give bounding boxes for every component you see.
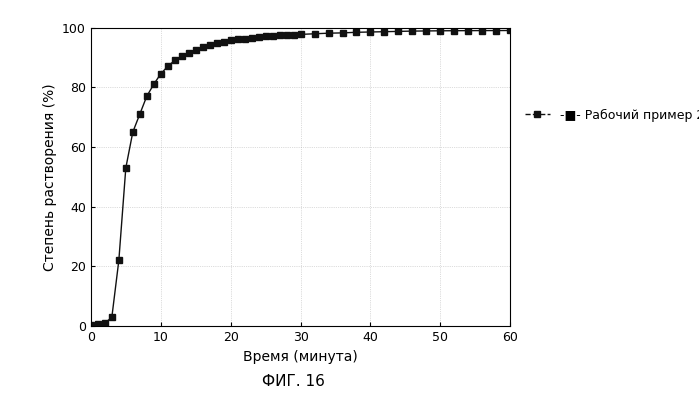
Text: ФИГ. 16: ФИГ. 16 (262, 374, 325, 389)
Y-axis label: Степень растворения (%): Степень растворения (%) (43, 83, 57, 271)
Legend: -■- Рабочий пример 20: -■- Рабочий пример 20 (525, 108, 699, 121)
X-axis label: Время (минута): Время (минута) (243, 350, 358, 364)
